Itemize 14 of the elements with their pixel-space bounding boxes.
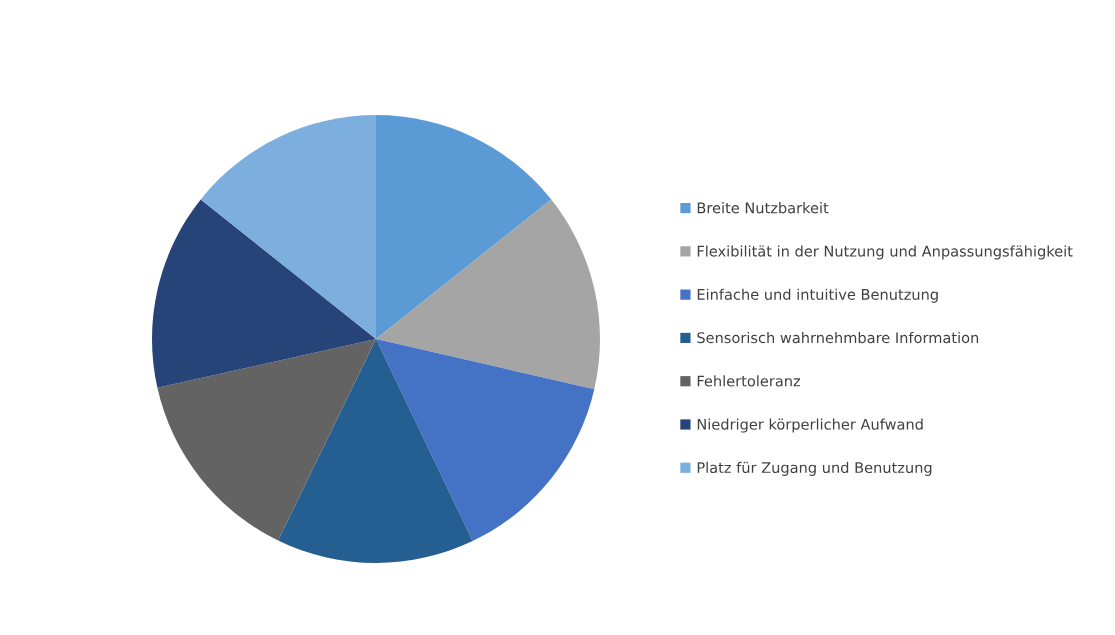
pie-slice [376, 339, 595, 542]
pie-slice [278, 339, 473, 563]
legend-label: Platz für Zugang und Benutzung [697, 461, 932, 476]
legend-label: Niedriger körperlicher Aufwand [697, 418, 923, 433]
legend-label: Sensorisch wahrnehmbare Information [697, 331, 979, 344]
pie-slice [200, 115, 376, 339]
legend-label: Flexibilität in der Nutzung und Anpassungsfähigkeit [697, 245, 1073, 260]
legend-label: Breite Nutzbarkeit [697, 202, 829, 214]
pie-slice [376, 199, 600, 390]
pie-slice [157, 339, 376, 541]
pie-slice [152, 199, 376, 388]
legend-label: Fehlertoleranz [697, 375, 801, 387]
pie-slice [376, 115, 552, 339]
legend-label: Einfache und intuitive Benutzung [697, 288, 938, 303]
